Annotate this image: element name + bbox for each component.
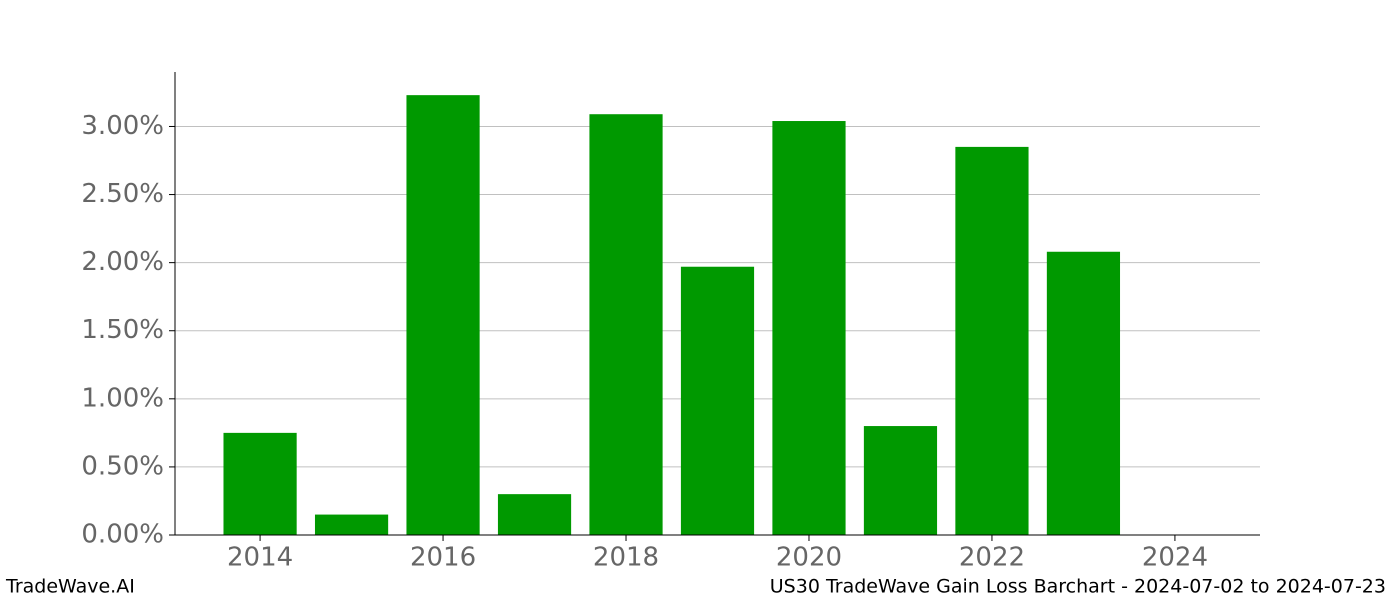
bar xyxy=(863,426,938,535)
bar xyxy=(406,95,480,536)
x-tick-label: 2018 xyxy=(593,543,659,573)
y-tick-label: 0.00% xyxy=(81,520,164,550)
bar xyxy=(772,121,846,535)
x-tick-label: 2014 xyxy=(227,543,293,573)
bar xyxy=(955,146,1029,535)
bar xyxy=(1046,251,1121,536)
y-tick-label: 1.00% xyxy=(81,383,164,413)
y-tick-label: 2.50% xyxy=(81,179,164,209)
x-tick-label: 2016 xyxy=(410,543,476,573)
bar xyxy=(497,494,572,535)
chart-title: US30 TradeWave Gain Loss Barchart - 2024… xyxy=(770,576,1386,598)
y-tick-label: 0.50% xyxy=(81,451,164,481)
bar xyxy=(589,114,663,535)
y-tick-label: 2.00% xyxy=(81,247,164,277)
y-tick-label: 3.00% xyxy=(81,111,164,141)
x-tick-label: 2020 xyxy=(776,543,842,573)
x-tick-label: 2022 xyxy=(959,543,1025,573)
bar xyxy=(314,514,389,535)
bar xyxy=(680,266,755,535)
bar xyxy=(223,432,297,535)
source-label: TradeWave.AI xyxy=(5,576,135,598)
x-tick-label: 2024 xyxy=(1142,543,1208,573)
y-tick-label: 1.50% xyxy=(81,315,164,345)
